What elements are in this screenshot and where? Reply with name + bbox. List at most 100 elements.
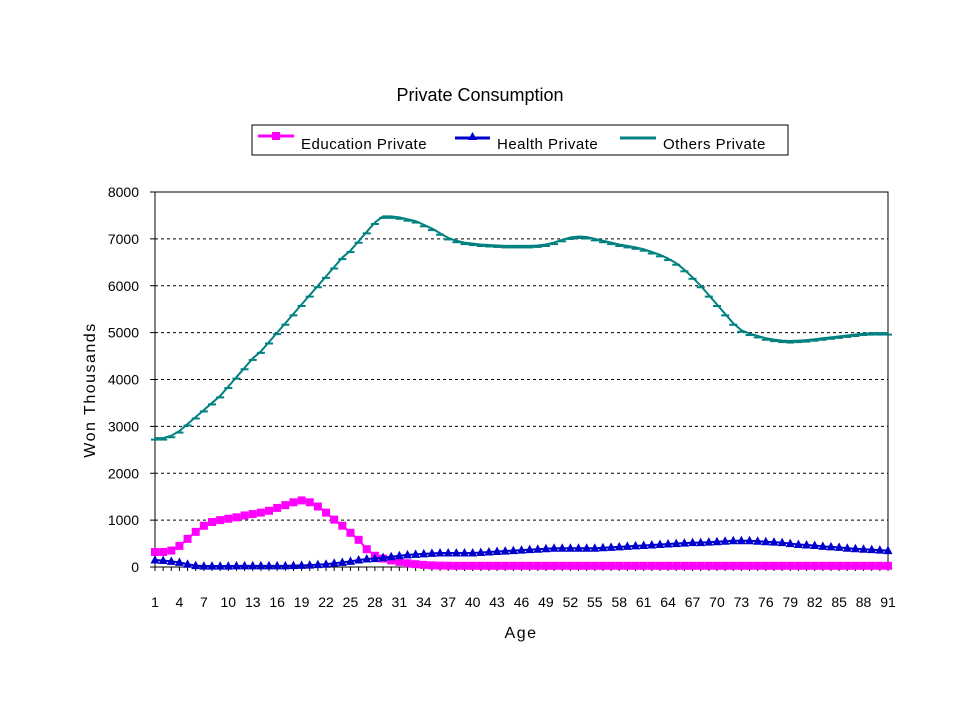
data-point bbox=[664, 561, 673, 570]
data-point bbox=[362, 545, 371, 554]
x-tick-label: 58 bbox=[611, 594, 627, 610]
data-point bbox=[859, 561, 868, 570]
data-point bbox=[240, 560, 250, 570]
data-point bbox=[509, 561, 518, 570]
series-health-private bbox=[150, 535, 893, 570]
x-axis: 1 4 7 10 13 16 19 22 25 28 31 34 37 40 43 46 49 52 55 58 61 6… bbox=[151, 567, 896, 610]
data-point bbox=[712, 561, 721, 570]
data-point bbox=[492, 546, 502, 556]
y-tick-label: 1000 bbox=[108, 512, 139, 528]
data-point bbox=[647, 561, 656, 570]
data-point bbox=[541, 543, 551, 553]
series-line-others-private bbox=[155, 215, 888, 440]
data-point bbox=[639, 540, 649, 549]
data-point bbox=[288, 560, 298, 570]
x-tick-label: 85 bbox=[831, 594, 847, 610]
data-point bbox=[794, 561, 803, 570]
data-point bbox=[721, 561, 730, 570]
data-point bbox=[663, 539, 673, 548]
data-point bbox=[272, 560, 282, 570]
x-tick-label: 70 bbox=[709, 594, 725, 610]
data-point bbox=[297, 560, 307, 569]
data-point bbox=[256, 560, 266, 570]
data-point bbox=[736, 535, 746, 545]
data-point bbox=[500, 546, 510, 555]
data-point bbox=[370, 553, 380, 563]
data-point bbox=[875, 561, 884, 570]
x-tick-label: 37 bbox=[440, 594, 456, 610]
data-point bbox=[558, 561, 567, 570]
data-point bbox=[565, 543, 575, 552]
data-point bbox=[476, 547, 486, 556]
data-point bbox=[525, 561, 534, 570]
data-point bbox=[647, 539, 657, 549]
data-point bbox=[167, 546, 176, 555]
data-point bbox=[305, 560, 315, 569]
x-tick-label: 16 bbox=[269, 594, 285, 610]
data-point bbox=[541, 561, 550, 570]
gridlines bbox=[155, 238, 888, 521]
data-point bbox=[793, 539, 803, 548]
data-point bbox=[444, 561, 453, 570]
data-point bbox=[810, 561, 819, 570]
data-point bbox=[175, 541, 184, 550]
data-point bbox=[614, 541, 624, 551]
data-point bbox=[729, 561, 738, 570]
data-point bbox=[345, 556, 355, 565]
data-point bbox=[672, 561, 681, 570]
data-point bbox=[826, 541, 836, 551]
data-point bbox=[704, 537, 714, 546]
x-tick-label: 82 bbox=[807, 594, 823, 610]
legend: Education Private Health Private Others … bbox=[251, 124, 789, 156]
data-point bbox=[435, 547, 445, 557]
x-tick-label: 25 bbox=[343, 594, 359, 610]
data-point bbox=[688, 561, 697, 570]
data-point bbox=[728, 535, 738, 545]
data-point bbox=[639, 561, 648, 570]
data-point bbox=[598, 542, 608, 552]
data-point bbox=[452, 561, 461, 570]
data-point bbox=[818, 561, 827, 570]
x-tick-label: 46 bbox=[514, 594, 530, 610]
data-point bbox=[468, 561, 477, 570]
y-tick-label: 3000 bbox=[108, 418, 139, 434]
data-point bbox=[606, 542, 616, 551]
data-point bbox=[436, 561, 445, 570]
data-point bbox=[777, 537, 787, 547]
data-point bbox=[851, 561, 860, 570]
data-point bbox=[313, 559, 323, 569]
data-point bbox=[590, 543, 600, 552]
data-point bbox=[411, 549, 421, 558]
data-point bbox=[321, 559, 331, 568]
legend-marker-triangle-icon bbox=[468, 132, 477, 140]
x-tick-label: 76 bbox=[758, 594, 774, 610]
x-tick-label: 43 bbox=[489, 594, 505, 610]
data-point bbox=[378, 552, 388, 562]
legend-item-health: Health Private bbox=[455, 132, 598, 153]
data-point bbox=[590, 561, 599, 570]
data-point bbox=[224, 514, 233, 523]
x-tick-label: 91 bbox=[880, 594, 896, 610]
data-point bbox=[598, 561, 607, 570]
y-tick-label: 2000 bbox=[108, 465, 139, 481]
data-point bbox=[264, 560, 274, 570]
data-point bbox=[517, 561, 526, 570]
data-point bbox=[688, 537, 698, 547]
x-tick-label: 61 bbox=[636, 594, 652, 610]
data-point bbox=[753, 536, 763, 545]
x-tick-label: 31 bbox=[392, 594, 408, 610]
data-point bbox=[362, 554, 372, 563]
series-line-education-private bbox=[155, 499, 888, 567]
data-point bbox=[615, 561, 624, 570]
x-tick-label: 49 bbox=[538, 594, 554, 610]
data-point bbox=[484, 561, 493, 570]
data-point bbox=[386, 551, 396, 561]
data-point bbox=[884, 561, 892, 570]
x-tick-label: 13 bbox=[245, 594, 261, 610]
data-point bbox=[655, 561, 664, 570]
data-point bbox=[761, 561, 770, 570]
data-point bbox=[550, 561, 559, 570]
data-point bbox=[419, 560, 428, 569]
data-point bbox=[582, 561, 591, 570]
data-point bbox=[151, 548, 159, 556]
